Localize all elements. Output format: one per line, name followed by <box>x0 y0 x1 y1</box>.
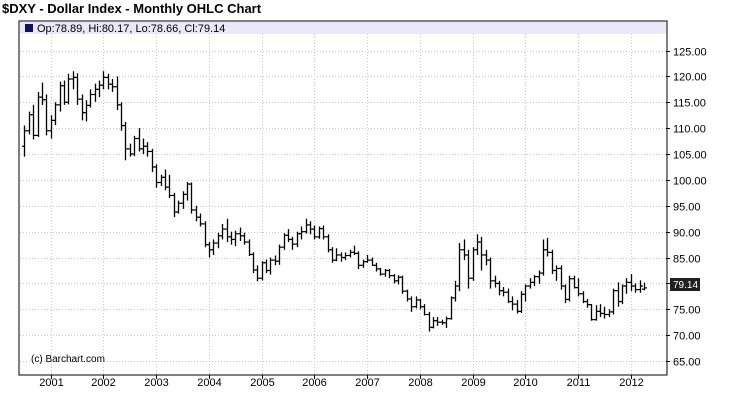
ohlc-bar <box>277 244 282 265</box>
y-tick-label: 85.00 <box>673 254 701 266</box>
ohlc-bar <box>145 142 150 157</box>
x-tick-label: 2010 <box>513 377 537 389</box>
info-band <box>20 22 666 34</box>
ohlc-bar <box>75 73 80 105</box>
y-tick-label: 100.00 <box>673 176 707 188</box>
ohlc-bar <box>312 225 317 240</box>
ohlc-bar <box>611 288 616 315</box>
ohlc-bar <box>488 257 493 289</box>
y-tick-label: 65.00 <box>673 357 701 369</box>
ohlc-info-text: Op:78.89, Hi:80.17, Lo:78.66, Cl:79.14 <box>37 23 225 35</box>
ohlc-bar <box>66 73 71 105</box>
x-tick-label: 2012 <box>619 377 643 389</box>
y-tick-label: 115.00 <box>673 98 706 110</box>
ohlc-bar <box>101 71 106 90</box>
ohlc-bar <box>479 236 484 271</box>
y-tick-label: 105.00 <box>673 150 707 162</box>
ohlc-bar <box>554 265 559 281</box>
ohlc-bar <box>290 236 295 250</box>
x-tick-label: 2008 <box>408 377 432 389</box>
ohlc-bar <box>642 282 647 291</box>
ohlc-bar <box>387 268 392 279</box>
x-tick-label: 2006 <box>302 377 326 389</box>
ohlc-bar <box>638 280 643 293</box>
ohlc-bar <box>176 200 181 214</box>
ohlc-bar <box>356 251 361 269</box>
ohlc-bars <box>22 71 647 332</box>
chart-title: $DXY - Dollar Index - Monthly OHLC Chart <box>2 1 262 16</box>
y-tick-label: 75.00 <box>673 305 701 317</box>
ohlc-bar <box>532 275 537 287</box>
x-tick-label: 2007 <box>355 377 379 389</box>
last-price-badge <box>670 278 700 291</box>
ohlc-bar <box>123 121 128 161</box>
ohlc-bar <box>422 304 427 316</box>
y-tick-label: 90.00 <box>673 228 701 240</box>
y-tick-label: 95.00 <box>673 202 701 214</box>
ohlc-bar <box>154 164 159 188</box>
y-tick-label: 110.00 <box>673 124 706 136</box>
ohlc-bar <box>132 135 137 157</box>
ohlc-bar <box>409 296 414 312</box>
ohlc-bar <box>31 104 36 140</box>
ohlc-bar <box>633 283 638 293</box>
copyright-text: (c) Barchart.com <box>31 354 105 365</box>
ohlc-bar <box>457 243 462 292</box>
last-price-label: 79.14 <box>673 280 698 291</box>
ohlc-bar <box>545 237 550 257</box>
x-tick-label: 2003 <box>144 377 168 389</box>
ohlc-bar <box>198 213 203 227</box>
x-tick-label: 2004 <box>197 377 221 389</box>
x-tick-label: 2005 <box>250 377 274 389</box>
ohlc-bar <box>435 317 440 326</box>
y-tick-label: 70.00 <box>673 331 701 343</box>
y-tick-label: 120.00 <box>673 72 707 84</box>
ohlc-bar <box>576 278 581 297</box>
ohlc-bar <box>189 182 194 214</box>
ohlc-bar <box>110 78 115 92</box>
ohlc-bar <box>88 89 93 108</box>
ohlc-bar <box>299 226 304 240</box>
ohlc-bar <box>501 287 506 297</box>
x-tick-label: 2011 <box>567 377 591 389</box>
ohlc-bar <box>466 249 471 289</box>
ohlc-bar <box>44 94 49 136</box>
ohlc-bar <box>22 125 27 157</box>
ohlc-bar <box>211 239 216 255</box>
ohlc-bar <box>400 275 405 294</box>
ohlc-bar <box>220 223 225 240</box>
ohlc-bar <box>343 252 348 261</box>
ohlc-bar <box>624 278 629 294</box>
ohlc-bar <box>523 284 528 302</box>
ohlc-bar <box>444 316 449 328</box>
y-tick-label: 125.00 <box>673 47 707 59</box>
x-tick-label: 2009 <box>461 377 485 389</box>
ohlc-bar <box>233 230 238 247</box>
ohlc-bar <box>255 265 260 282</box>
ohlc-bar <box>365 254 370 263</box>
x-tick-label: 2002 <box>91 377 115 389</box>
x-axis: 2001 2002 2003 2004 2005 2006 2007 2008 2009 2010… <box>39 375 644 389</box>
y-axis: 65.0070.0075.0080.0085.0090.0095.00100.0… <box>666 47 707 369</box>
series-legend-swatch <box>25 24 33 32</box>
ohlc-bar <box>242 232 247 245</box>
ohlc-bar <box>589 304 594 321</box>
ohlc-bar <box>378 267 383 276</box>
x-tick-label: 2001 <box>39 377 63 389</box>
ohlc-bar <box>567 275 572 302</box>
ohlc-bar <box>167 174 172 199</box>
ohlc-bar <box>53 102 58 126</box>
ohlc-bar <box>602 306 607 319</box>
ohlc-bar <box>321 225 326 240</box>
ohlc-bar <box>510 296 515 311</box>
plot-area <box>18 20 668 376</box>
ohlc-bar <box>268 257 273 275</box>
ohlc-bar <box>334 248 339 262</box>
